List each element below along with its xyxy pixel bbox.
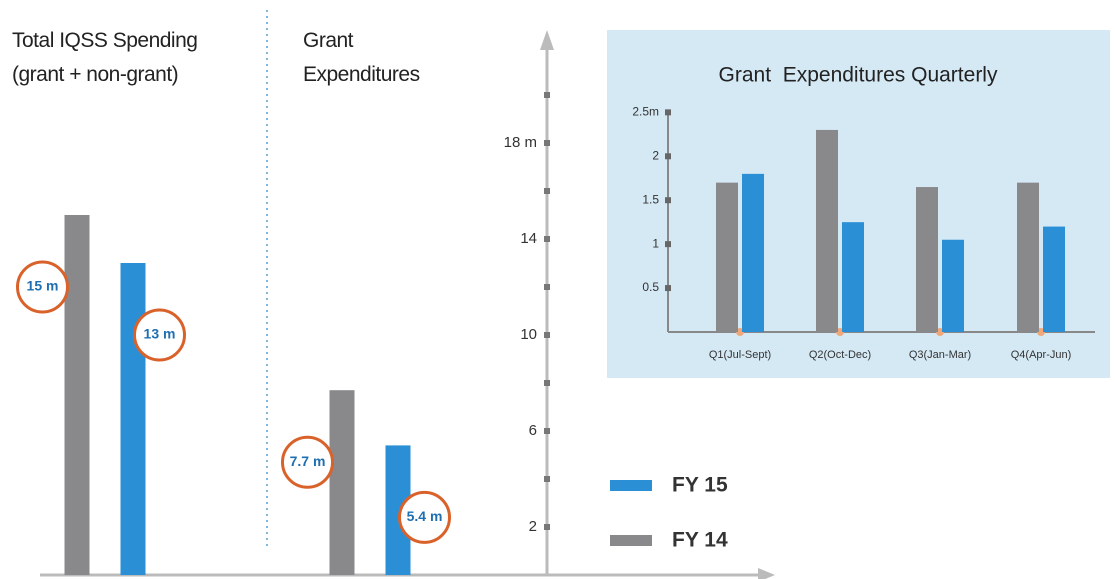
bar	[716, 182, 738, 332]
minor-y-tick	[544, 92, 550, 98]
x-tick-label: Q1(Jul-Sept)	[709, 349, 771, 361]
minor-y-tick	[544, 476, 550, 482]
value-label: 15 m	[27, 278, 59, 294]
group-label: (grant + non-grant)	[12, 63, 179, 86]
minor-y-tick	[544, 188, 550, 194]
value-label-circle	[398, 490, 451, 544]
y-tick	[544, 332, 550, 338]
minor-y-tick	[544, 284, 550, 290]
value-label-circle	[133, 308, 186, 362]
y-tick-label: 2	[652, 148, 659, 162]
y-tick-label: 18 m	[504, 134, 537, 151]
y-tick-label: 2	[529, 518, 537, 535]
x-tick-label: Q4(Apr-Jun)	[1011, 349, 1072, 361]
bar	[742, 173, 764, 332]
y-tick-label: 14	[520, 230, 537, 247]
bar	[1043, 226, 1065, 332]
y-tick	[544, 524, 550, 530]
value-label: 13 m	[144, 326, 176, 342]
legend-swatch	[610, 535, 652, 546]
bar	[120, 263, 146, 575]
bar	[816, 129, 838, 332]
value-label: 5.4 m	[407, 508, 443, 524]
y-tick-label: 1.5	[642, 192, 659, 206]
y-tick-label: 2.5m	[632, 105, 659, 119]
group-label: Expenditures	[303, 63, 420, 86]
y-tick-label: 10	[520, 326, 537, 343]
bar	[1017, 182, 1039, 332]
x-axis-arrow	[758, 568, 775, 579]
y-tick	[665, 109, 671, 116]
y-tick	[544, 140, 550, 146]
inset-title: Grant Expenditures Quarterly	[719, 64, 998, 87]
value-label-circle	[16, 260, 69, 314]
y-tick	[665, 241, 671, 248]
bar	[842, 222, 864, 332]
group-label: Grant	[303, 29, 354, 52]
value-label: 7.7 m	[290, 453, 326, 469]
y-axis-arrow	[540, 30, 554, 50]
y-tick-label: 6	[529, 422, 537, 439]
legend-label: FY 14	[672, 529, 728, 552]
legend-swatch	[610, 480, 652, 491]
bar	[329, 390, 355, 575]
y-tick	[544, 428, 550, 434]
y-tick-label: 1	[652, 236, 659, 250]
bar	[942, 239, 964, 332]
y-tick	[665, 153, 671, 160]
legend-label: FY 15	[672, 474, 728, 497]
value-label-circle	[281, 435, 334, 489]
y-tick	[544, 236, 550, 242]
y-tick	[665, 197, 671, 204]
x-tick-label: Q2(Oct-Dec)	[809, 349, 871, 361]
y-tick-label: 0.5	[642, 280, 659, 294]
y-tick	[665, 285, 671, 292]
x-tick-label: Q3(Jan-Mar)	[909, 349, 971, 361]
bar	[64, 215, 90, 575]
group-label: Total IQSS Spending	[12, 29, 198, 52]
minor-y-tick	[544, 380, 550, 386]
bar	[916, 187, 938, 332]
